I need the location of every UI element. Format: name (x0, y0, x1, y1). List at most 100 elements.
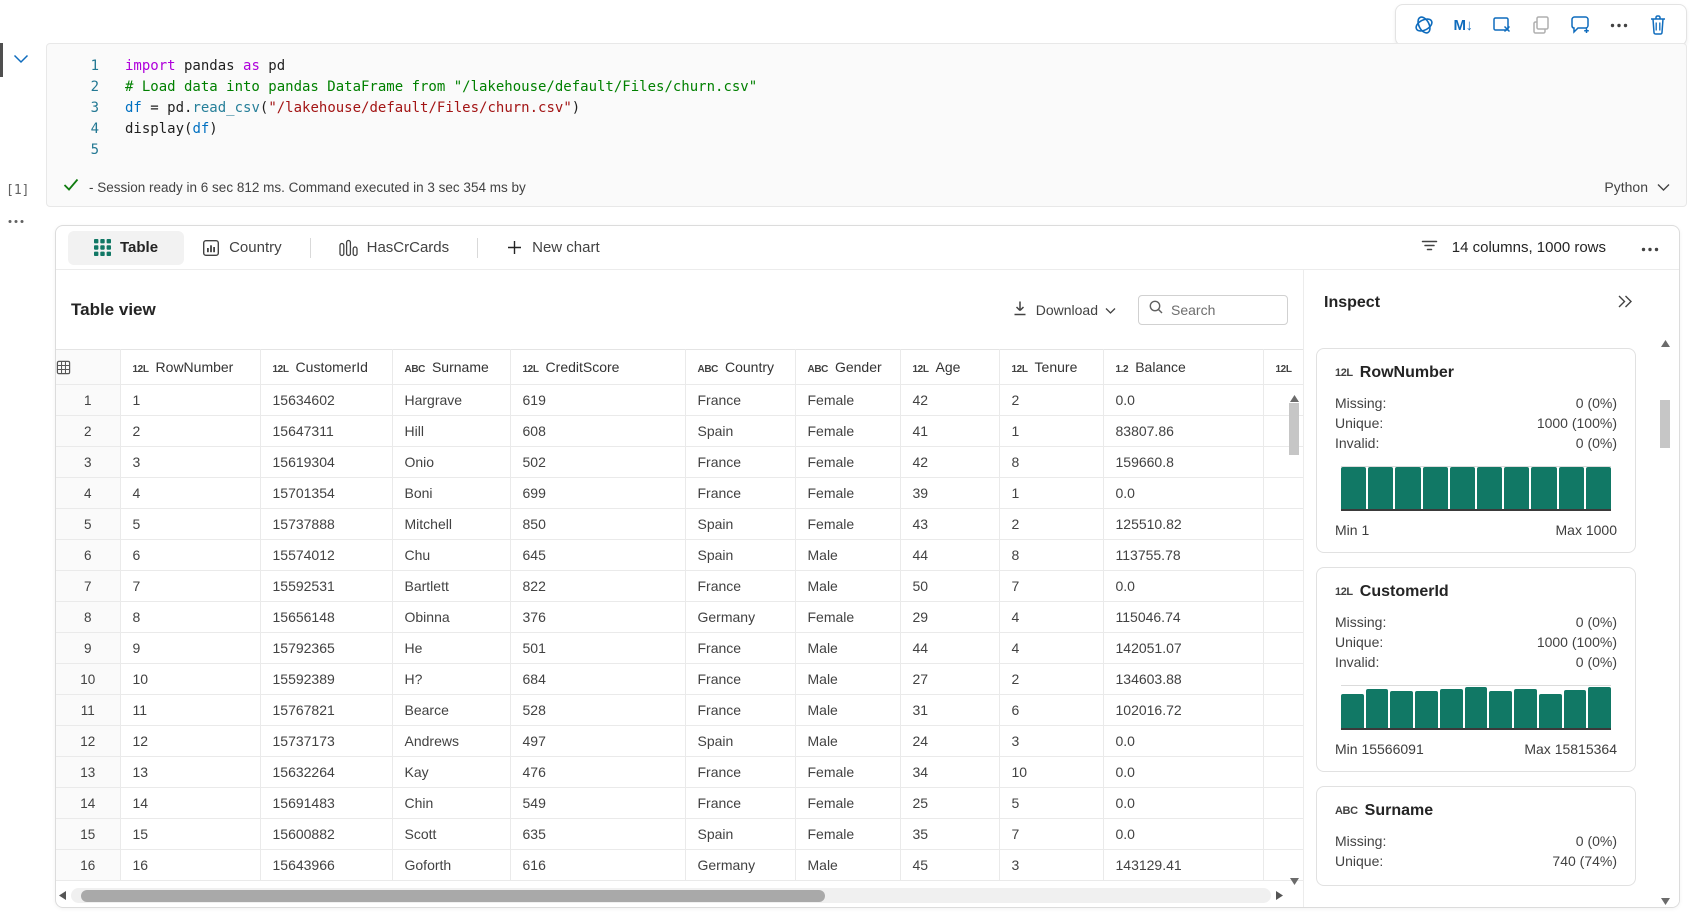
scroll-left-arrow[interactable] (59, 887, 66, 905)
table-cell[interactable]: 0.0 (1103, 756, 1264, 788)
table-cell[interactable]: 1 (999, 477, 1104, 509)
table-cell[interactable]: 15592389 (260, 663, 393, 695)
table-cell[interactable]: Female (795, 415, 901, 447)
table-cell[interactable]: 15767821 (260, 694, 393, 726)
table-cell[interactable]: 41 (900, 415, 1000, 447)
inspect-scrollbar[interactable] (1659, 334, 1672, 905)
row-gutter-cell[interactable]: 3 (56, 446, 121, 478)
table-cell[interactable]: Female (795, 508, 901, 540)
table-cell[interactable]: 0.0 (1103, 725, 1264, 757)
table-cell[interactable]: France (685, 694, 796, 726)
table-cell[interactable]: 0.0 (1103, 477, 1264, 509)
clear-outputs-button[interactable] (1484, 9, 1520, 41)
table-cell[interactable]: 15647311 (260, 415, 393, 447)
table-cell[interactable]: 5 (120, 508, 261, 540)
table-cell[interactable]: 113755.78 (1103, 539, 1264, 571)
table-cell[interactable]: 376 (510, 601, 686, 633)
table-cell[interactable]: 15592531 (260, 570, 393, 602)
table-cell[interactable] (1263, 663, 1303, 695)
table-cell[interactable]: 0.0 (1103, 570, 1264, 602)
table-cell[interactable]: France (685, 632, 796, 664)
table-cell[interactable]: 29 (900, 601, 1000, 633)
tab-country[interactable]: Country (184, 231, 300, 265)
results-more-options-button[interactable] (1635, 236, 1665, 259)
table-cell[interactable] (1263, 477, 1303, 509)
table-cell[interactable]: 39 (900, 477, 1000, 509)
row-gutter-cell[interactable]: 8 (56, 601, 121, 633)
row-gutter-cell[interactable]: 14 (56, 787, 121, 819)
table-cell[interactable]: Boni (392, 477, 511, 509)
table-vertical-scrollbar[interactable] (1287, 387, 1301, 885)
table-cell[interactable]: 6 (120, 539, 261, 571)
table-cell[interactable]: 102016.72 (1103, 694, 1264, 726)
column-header-Balance[interactable]: 1.2 Balance (1103, 349, 1264, 385)
table-cell[interactable] (1263, 632, 1303, 664)
table-cell[interactable]: 44 (900, 539, 1000, 571)
table-cell[interactable]: Spain (685, 818, 796, 850)
table-cell[interactable]: 645 (510, 539, 686, 571)
column-header-Surname[interactable]: ABC Surname (392, 349, 511, 385)
row-gutter-cell[interactable]: 12 (56, 725, 121, 757)
row-gutter-cell[interactable]: 9 (56, 632, 121, 664)
row-gutter-cell[interactable]: 11 (56, 694, 121, 726)
table-cell[interactable]: Scott (392, 818, 511, 850)
table-cell[interactable]: 15 (120, 818, 261, 850)
table-cell[interactable]: Male (795, 539, 901, 571)
table-cell[interactable]: 1 (120, 384, 261, 416)
table-cell[interactable]: 0.0 (1103, 818, 1264, 850)
table-cell[interactable]: 142051.07 (1103, 632, 1264, 664)
column-header-CustomerId[interactable]: 12L CustomerId (260, 349, 393, 385)
left-scrollbar-thumb[interactable] (0, 43, 3, 77)
table-cell[interactable]: He (392, 632, 511, 664)
table-cell[interactable]: 7 (120, 570, 261, 602)
table-cell[interactable]: Female (795, 756, 901, 788)
table-cell[interactable]: 10 (999, 756, 1104, 788)
table-cell[interactable]: 549 (510, 787, 686, 819)
table-cell[interactable]: 134603.88 (1103, 663, 1264, 695)
table-cell[interactable]: 15656148 (260, 601, 393, 633)
table-cell[interactable]: Male (795, 663, 901, 695)
table-cell[interactable]: Spain (685, 508, 796, 540)
table-cell[interactable]: 2 (999, 663, 1104, 695)
table-cell[interactable]: 42 (900, 446, 1000, 478)
table-cell[interactable]: Germany (685, 601, 796, 633)
table-cell[interactable]: 608 (510, 415, 686, 447)
delete-cell-button[interactable] (1640, 9, 1676, 41)
table-cell[interactable]: 6 (999, 694, 1104, 726)
table-cell[interactable]: 13 (120, 756, 261, 788)
filter-icon[interactable] (1420, 237, 1439, 258)
table-cell[interactable]: 15634602 (260, 384, 393, 416)
table-cell[interactable]: 34 (900, 756, 1000, 788)
table-cell[interactable] (1263, 570, 1303, 602)
table-cell[interactable]: 10 (120, 663, 261, 695)
markdown-convert-button[interactable]: M↓ (1445, 9, 1481, 41)
table-cell[interactable]: Spain (685, 725, 796, 757)
row-gutter-cell[interactable]: 7 (56, 570, 121, 602)
table-cell[interactable]: Mitchell (392, 508, 511, 540)
table-cell[interactable] (1263, 539, 1303, 571)
table-cell[interactable]: 4 (999, 601, 1104, 633)
table-cell[interactable]: 4 (120, 477, 261, 509)
table-cell[interactable]: 15792365 (260, 632, 393, 664)
scroll-down-arrow[interactable] (1290, 872, 1299, 885)
table-cell[interactable]: Male (795, 849, 901, 881)
table-cell[interactable]: France (685, 663, 796, 695)
table-cell[interactable]: 684 (510, 663, 686, 695)
table-cell[interactable]: 31 (900, 694, 1000, 726)
scroll-up-arrow[interactable] (1290, 389, 1299, 402)
column-header-CreditScore[interactable]: 12L CreditScore (510, 349, 686, 385)
table-cell[interactable]: 83807.86 (1103, 415, 1264, 447)
search-box[interactable] (1138, 294, 1288, 325)
scroll-up-arrow[interactable] (1661, 334, 1670, 347)
download-button[interactable]: Download (1011, 299, 1116, 320)
table-cell[interactable]: Female (795, 818, 901, 850)
table-cell[interactable]: 159660.8 (1103, 446, 1264, 478)
add-comment-button[interactable] (1562, 9, 1598, 41)
table-cell[interactable]: Kay (392, 756, 511, 788)
table-cell[interactable]: 15600882 (260, 818, 393, 850)
table-cell[interactable]: 3 (999, 849, 1104, 881)
table-cell[interactable]: 15574012 (260, 539, 393, 571)
cell-options-ellipsis[interactable] (8, 212, 24, 227)
table-cell[interactable]: 25 (900, 787, 1000, 819)
tab-hascrcards[interactable]: HasCrCards (321, 231, 468, 265)
